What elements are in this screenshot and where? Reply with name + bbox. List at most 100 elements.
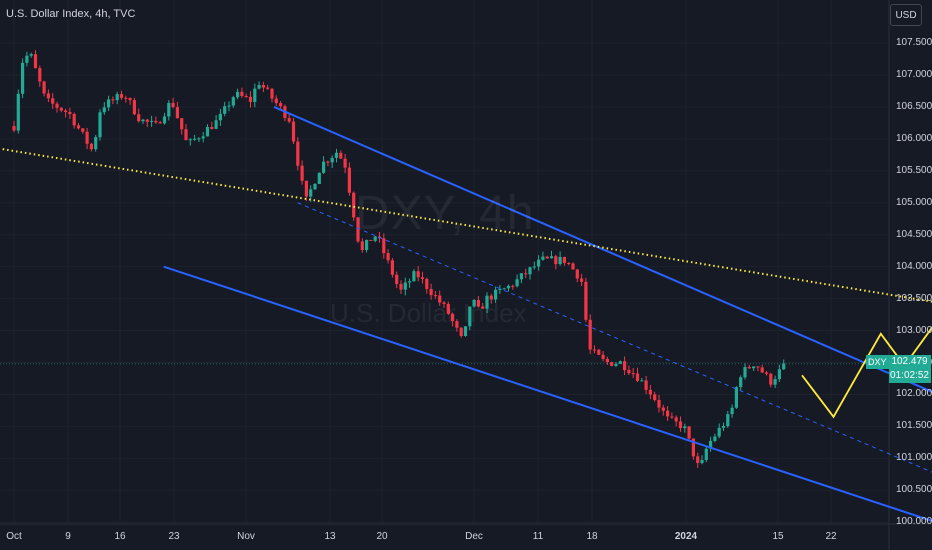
candle-body — [162, 116, 167, 124]
candle-body — [709, 440, 713, 449]
candle-body — [395, 274, 399, 284]
candle-body — [356, 217, 360, 242]
candle-body — [726, 414, 730, 427]
candle-body — [236, 91, 240, 98]
candle-body — [562, 256, 566, 263]
candle-body — [94, 137, 98, 150]
candle-body — [683, 426, 687, 429]
candle-body — [601, 354, 605, 359]
candle-body — [51, 98, 55, 104]
candle-body — [782, 363, 786, 370]
candle-body — [653, 394, 657, 401]
candle-body — [739, 377, 743, 388]
candle-body — [442, 302, 446, 304]
currency-button[interactable]: USD — [890, 4, 922, 26]
watermark-symbol: DXY, 4h — [355, 187, 535, 240]
candle-body — [537, 259, 541, 267]
price-tag-price: 102.479 — [888, 355, 931, 369]
candle-body — [747, 367, 751, 369]
candle-body — [627, 370, 631, 374]
candle-body — [769, 373, 773, 385]
candle-body — [455, 321, 459, 328]
candle-body — [519, 273, 523, 280]
channel-mid-line — [297, 202, 932, 473]
candle-body — [253, 88, 257, 102]
candle-body — [511, 285, 515, 287]
candle-body — [111, 99, 115, 101]
candle-body — [81, 128, 85, 132]
candle-body — [382, 238, 386, 254]
candle-body — [42, 81, 46, 94]
candle-body — [635, 373, 640, 381]
candle-body — [227, 105, 231, 107]
candle-body — [752, 366, 756, 369]
candle-body — [468, 306, 472, 327]
candle-body — [502, 288, 506, 290]
channel-upper-line — [273, 105, 932, 393]
candle-body — [21, 62, 25, 94]
x-tick-label: Dec — [465, 531, 483, 542]
x-tick-label: 13 — [324, 531, 336, 542]
candle-body — [339, 152, 343, 159]
candle-body — [180, 118, 184, 130]
x-tick-label: 23 — [168, 531, 180, 542]
candle-body — [399, 283, 403, 290]
candle-body — [666, 410, 670, 417]
candle-body — [528, 267, 532, 275]
candle-body — [691, 438, 695, 457]
candle-body — [476, 300, 480, 307]
candle-body — [304, 180, 308, 197]
candle-body — [721, 426, 726, 428]
candle-body — [438, 295, 442, 303]
candle-body — [347, 167, 351, 193]
candle-body — [300, 165, 304, 181]
y-tick-label: 102.000 — [896, 388, 932, 400]
candle-body — [296, 141, 300, 166]
candle-body — [644, 380, 648, 390]
candle-body — [580, 278, 584, 282]
watermark-name: U.S. Dollar Index — [330, 298, 527, 328]
candle-body — [678, 421, 683, 429]
candle-body — [567, 262, 571, 264]
candle-body — [541, 256, 545, 260]
candle-body — [171, 102, 175, 108]
candle-body — [72, 113, 76, 126]
candle-body — [584, 281, 588, 320]
candle-body — [760, 367, 764, 373]
candle-body — [46, 93, 50, 99]
candle-body — [330, 157, 334, 163]
candle-body — [773, 379, 777, 385]
candle-body — [429, 288, 433, 296]
drawings — [0, 105, 932, 522]
candle-body — [322, 161, 326, 173]
candle-body — [610, 362, 614, 366]
candle-body — [98, 112, 102, 138]
candle-body — [670, 416, 674, 418]
candle-body — [107, 99, 111, 108]
candle-body — [124, 97, 128, 99]
candle-body — [369, 239, 373, 241]
candle-body — [55, 103, 59, 108]
candle-body — [597, 349, 601, 355]
candle-body — [145, 119, 149, 122]
candle-body — [704, 448, 708, 460]
candle-body — [558, 256, 562, 265]
candle-body — [128, 98, 132, 101]
candle-body — [506, 285, 511, 289]
price-tag-countdown: 01:02:52 — [888, 369, 931, 383]
candle-body — [261, 85, 265, 88]
candle-body — [446, 303, 450, 314]
candle-body — [184, 129, 188, 141]
y-tick-label: 105.500 — [896, 164, 932, 176]
candle-body — [390, 260, 394, 275]
candle-body — [588, 319, 592, 350]
projection-path — [801, 326, 932, 419]
candle-body — [777, 369, 781, 380]
candle-body — [231, 97, 235, 106]
candle-body — [12, 126, 16, 131]
x-tick-label: 18 — [586, 531, 598, 542]
candle-body — [674, 417, 678, 422]
grid — [0, 363, 889, 365]
candle-body — [197, 138, 201, 140]
